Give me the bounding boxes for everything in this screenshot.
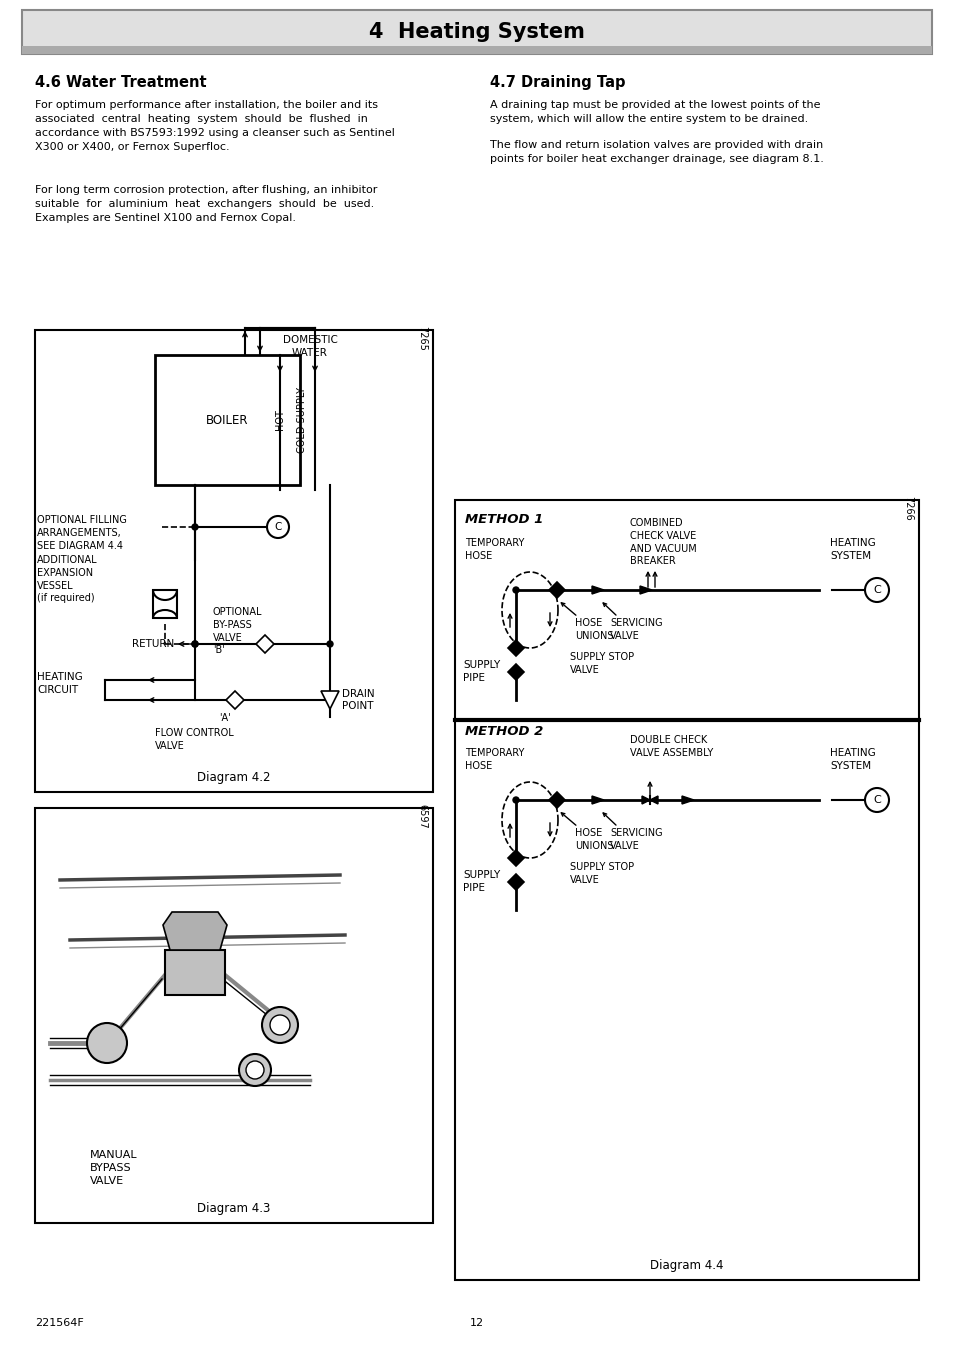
Circle shape xyxy=(262,1006,297,1043)
Polygon shape xyxy=(641,796,649,804)
Text: TEMPORARY
HOSE: TEMPORARY HOSE xyxy=(464,748,524,771)
Polygon shape xyxy=(639,586,651,594)
Text: SUPPLY
PIPE: SUPPLY PIPE xyxy=(462,661,499,682)
Text: SUPPLY
PIPE: SUPPLY PIPE xyxy=(462,870,499,893)
Polygon shape xyxy=(255,635,274,653)
Bar xyxy=(22,46,931,54)
Bar xyxy=(152,590,177,617)
Polygon shape xyxy=(320,690,338,709)
Text: For optimum performance after installation, the boiler and its
associated  centr: For optimum performance after installati… xyxy=(35,100,395,153)
Text: COMBINED
CHECK VALVE
AND VACUUM
BREAKER: COMBINED CHECK VALVE AND VACUUM BREAKER xyxy=(629,517,696,566)
Text: HOSE
UNIONS: HOSE UNIONS xyxy=(575,828,613,851)
Circle shape xyxy=(327,697,333,703)
Circle shape xyxy=(864,788,888,812)
Text: FLOW CONTROL
VALVE: FLOW CONTROL VALVE xyxy=(154,728,233,751)
Circle shape xyxy=(87,1023,127,1063)
Text: DOUBLE CHECK
VALVE ASSEMBLY: DOUBLE CHECK VALVE ASSEMBLY xyxy=(629,735,713,758)
Text: C: C xyxy=(872,794,880,805)
Circle shape xyxy=(513,586,518,593)
Text: METHOD 2: METHOD 2 xyxy=(464,725,543,738)
Text: 7266: 7266 xyxy=(902,496,912,520)
Bar xyxy=(35,330,433,792)
Text: 4.6 Water Treatment: 4.6 Water Treatment xyxy=(35,76,207,91)
Polygon shape xyxy=(507,663,523,680)
Text: SERVICING
VALVE: SERVICING VALVE xyxy=(609,617,662,640)
Text: The flow and return isolation valves are provided with drain
points for boiler h: The flow and return isolation valves are… xyxy=(490,141,823,163)
Text: DOMESTIC
WATER: DOMESTIC WATER xyxy=(282,335,337,358)
Bar xyxy=(165,950,225,994)
Circle shape xyxy=(192,524,198,530)
Polygon shape xyxy=(163,912,227,950)
Circle shape xyxy=(239,1054,271,1086)
Text: C: C xyxy=(274,521,281,532)
Text: 4.7 Draining Tap: 4.7 Draining Tap xyxy=(490,76,625,91)
Polygon shape xyxy=(507,640,523,657)
Text: OPTIONAL FILLING
ARRANGEMENTS,
SEE DIAGRAM 4.4: OPTIONAL FILLING ARRANGEMENTS, SEE DIAGR… xyxy=(37,515,127,551)
Text: 6597: 6597 xyxy=(416,804,427,828)
Text: For long term corrosion protection, after flushing, an inhibitor
suitable  for  : For long term corrosion protection, afte… xyxy=(35,185,377,223)
Polygon shape xyxy=(507,874,523,890)
Text: DRAIN
POINT: DRAIN POINT xyxy=(341,689,375,712)
Bar xyxy=(35,808,433,1223)
Text: 'A': 'A' xyxy=(219,713,231,723)
Circle shape xyxy=(327,640,333,647)
Text: Diagram 4.3: Diagram 4.3 xyxy=(197,1202,271,1215)
Text: A draining tap must be provided at the lowest points of the
system, which will a: A draining tap must be provided at the l… xyxy=(490,100,820,124)
Circle shape xyxy=(864,578,888,603)
Circle shape xyxy=(192,640,198,647)
Text: Diagram 4.2: Diagram 4.2 xyxy=(197,771,271,784)
Polygon shape xyxy=(592,796,603,804)
Text: COLD SUPPLY: COLD SUPPLY xyxy=(296,386,307,453)
Polygon shape xyxy=(548,792,564,808)
Circle shape xyxy=(513,797,518,802)
Bar xyxy=(154,355,299,485)
Text: BOILER: BOILER xyxy=(206,413,248,427)
Bar xyxy=(455,500,918,1279)
Text: SERVICING
VALVE: SERVICING VALVE xyxy=(609,828,662,851)
Text: MANUAL
BYPASS
VALVE: MANUAL BYPASS VALVE xyxy=(90,1150,137,1186)
Text: SUPPLY STOP
VALVE: SUPPLY STOP VALVE xyxy=(569,653,634,674)
Text: HOT: HOT xyxy=(274,409,285,431)
Text: 221564F: 221564F xyxy=(35,1319,84,1328)
Polygon shape xyxy=(507,850,523,866)
Text: 12: 12 xyxy=(470,1319,483,1328)
Text: METHOD 1: METHOD 1 xyxy=(464,513,543,526)
Circle shape xyxy=(192,640,198,647)
Text: RETURN: RETURN xyxy=(132,639,174,648)
Text: ADDITIONAL
EXPANSION
VESSEL
(if required): ADDITIONAL EXPANSION VESSEL (if required… xyxy=(37,555,97,604)
Polygon shape xyxy=(226,690,244,709)
Circle shape xyxy=(246,1061,264,1079)
Circle shape xyxy=(270,1015,290,1035)
Text: OPTIONAL
BY-PASS
VALVE
'B': OPTIONAL BY-PASS VALVE 'B' xyxy=(213,607,262,655)
Text: HEATING
SYSTEM: HEATING SYSTEM xyxy=(829,538,875,561)
Text: HEATING
CIRCUIT: HEATING CIRCUIT xyxy=(37,671,83,694)
Polygon shape xyxy=(548,582,564,598)
Text: 4  Heating System: 4 Heating System xyxy=(369,22,584,42)
Circle shape xyxy=(267,516,289,538)
Text: SUPPLY STOP
VALVE: SUPPLY STOP VALVE xyxy=(569,862,634,885)
Text: 7265: 7265 xyxy=(416,326,427,350)
Text: Diagram 4.4: Diagram 4.4 xyxy=(650,1259,723,1273)
Text: TEMPORARY
HOSE: TEMPORARY HOSE xyxy=(464,538,524,561)
Polygon shape xyxy=(592,586,603,594)
Text: HOSE
UNIONS: HOSE UNIONS xyxy=(575,617,613,640)
Polygon shape xyxy=(649,796,658,804)
Text: HEATING
SYSTEM: HEATING SYSTEM xyxy=(829,748,875,771)
Bar xyxy=(22,9,931,54)
Text: C: C xyxy=(872,585,880,594)
Polygon shape xyxy=(681,796,693,804)
